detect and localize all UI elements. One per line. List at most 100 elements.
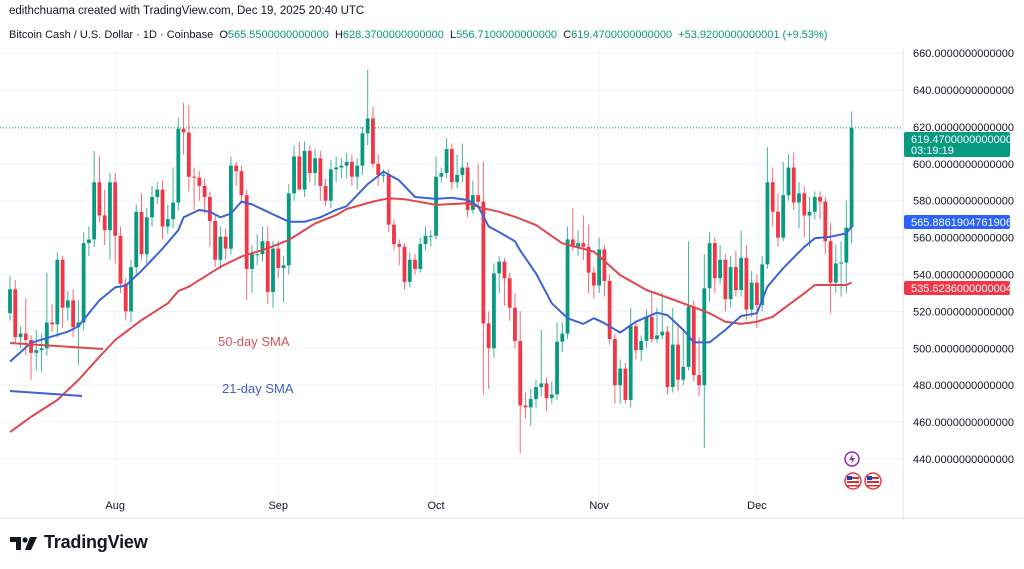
candle <box>65 291 70 321</box>
candle <box>597 237 602 293</box>
candle-body <box>23 333 28 340</box>
candle <box>376 154 381 186</box>
candle-body <box>71 300 76 328</box>
candle-body <box>528 399 533 408</box>
candle <box>507 272 512 321</box>
candle-body <box>250 254 254 269</box>
candle <box>207 191 212 247</box>
candle <box>665 326 670 395</box>
candle-body <box>781 195 786 238</box>
candle-body <box>102 215 107 231</box>
candle-body <box>618 368 623 386</box>
us-flag-event-icon[interactable] <box>844 472 862 490</box>
candle-body <box>171 202 175 220</box>
candle <box>528 388 533 426</box>
candle-body <box>407 259 412 282</box>
candle <box>276 241 281 279</box>
candle-body <box>139 211 144 255</box>
candle <box>797 182 801 229</box>
candle-body <box>292 156 296 194</box>
candle <box>97 156 102 223</box>
candle <box>307 145 312 183</box>
candle <box>697 337 701 397</box>
candle <box>613 333 617 404</box>
candle <box>144 208 149 264</box>
candle <box>518 311 523 454</box>
candle <box>102 189 107 245</box>
price-axis[interactable]: 660.0000000000000 640.0000000000000 620.00… <box>913 48 1014 466</box>
time-axis[interactable]: Aug Sep Oct Nov Dec <box>105 500 767 512</box>
candle-body <box>644 316 649 341</box>
candle <box>171 167 175 229</box>
candle <box>534 379 538 408</box>
candle-body <box>281 265 286 269</box>
candle-body <box>328 169 333 201</box>
candle-body <box>381 174 386 176</box>
candle <box>134 204 139 275</box>
candle <box>465 161 470 218</box>
candle-body <box>818 197 822 202</box>
candle <box>392 219 396 251</box>
candle-body <box>733 267 738 290</box>
candle <box>344 152 349 179</box>
candle-body <box>765 182 770 265</box>
candle <box>439 167 444 183</box>
candle <box>244 189 249 301</box>
candle <box>749 270 754 317</box>
candle <box>365 69 370 146</box>
candle <box>371 106 375 168</box>
candle-body <box>402 246 407 282</box>
candle <box>660 292 665 340</box>
candle-body <box>455 174 459 183</box>
candle-body <box>55 259 60 325</box>
candle <box>718 244 722 284</box>
candle <box>155 182 160 205</box>
us-flag-event-icon[interactable] <box>864 472 882 490</box>
candle <box>418 237 423 273</box>
time-tick-label: Sep <box>268 500 288 512</box>
candle-body <box>602 249 607 281</box>
candle-body <box>313 158 317 174</box>
candle <box>523 392 528 419</box>
lightning-event-icon[interactable] <box>844 451 860 467</box>
candle <box>776 193 780 247</box>
candle-body <box>444 149 449 174</box>
candle <box>18 326 23 349</box>
candle-body <box>565 239 570 334</box>
tradingview-logo[interactable]: TradingView <box>10 532 148 553</box>
symbol-title[interactable]: Bitcoin Cash / U.S. Dollar · 1D · Coinba… <box>9 29 214 41</box>
candle <box>623 363 628 404</box>
candle <box>712 237 717 293</box>
candle <box>681 329 686 386</box>
candle-body <box>271 248 275 293</box>
candle-body <box>13 289 18 338</box>
candle <box>255 233 260 266</box>
candle-body <box>181 128 186 133</box>
candle-body <box>712 243 717 279</box>
price-tick-label: 460.0000000000000 <box>913 417 1014 429</box>
candle-body <box>18 333 23 338</box>
candle <box>765 147 770 269</box>
candle <box>186 104 191 192</box>
candle-body <box>302 150 307 190</box>
candle-body <box>65 300 70 308</box>
candle-body <box>760 264 765 305</box>
candle <box>402 243 407 290</box>
candle <box>618 359 623 404</box>
candle <box>281 256 286 303</box>
candle-body <box>755 282 759 305</box>
candle-body <box>307 150 312 174</box>
candle <box>455 154 459 188</box>
candle-body <box>108 182 112 231</box>
candle-body <box>186 132 191 177</box>
candle <box>676 326 680 391</box>
candle <box>239 165 244 201</box>
candle-body <box>255 254 260 256</box>
candle <box>586 224 591 293</box>
candle-body <box>707 243 712 289</box>
candle <box>160 180 165 240</box>
sma50-annotation: 50-day SMA <box>218 334 290 349</box>
candle-body <box>397 244 402 247</box>
price-tick-label: 660.0000000000000 <box>913 48 1014 60</box>
